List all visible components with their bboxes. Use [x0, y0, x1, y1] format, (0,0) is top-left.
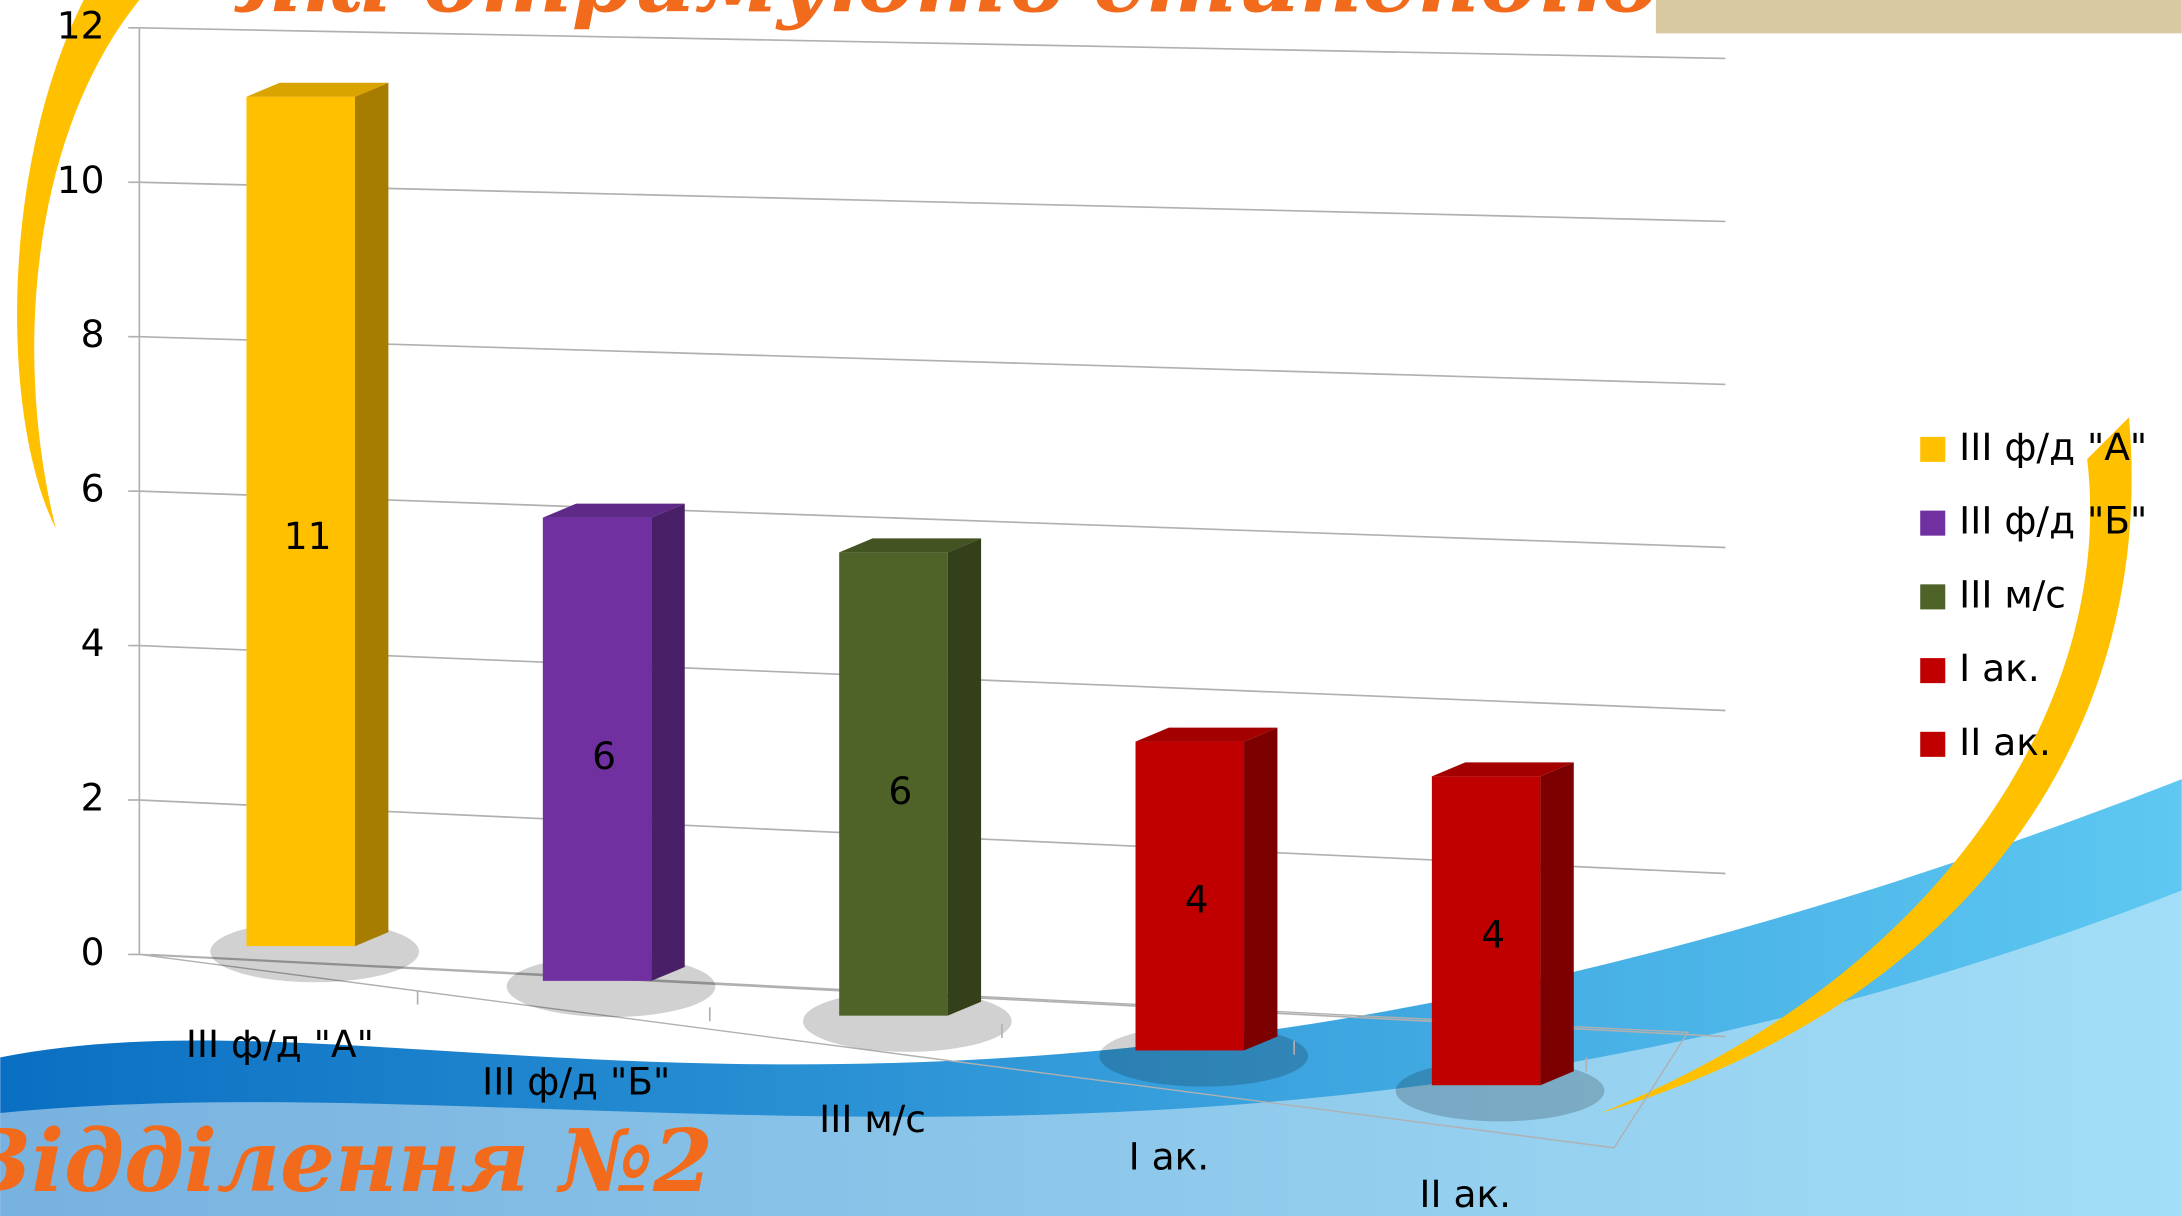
swoosh-yellow	[1600, 417, 2132, 1114]
legend-swatch	[1920, 436, 1946, 462]
value-label: 4	[1481, 912, 1505, 956]
x-tick-label: III м/с	[819, 1097, 926, 1141]
y-tick-label: 0	[81, 930, 105, 974]
bar-top	[246, 82, 389, 97]
legend-label: III м/с	[1959, 572, 2066, 616]
grid-line	[139, 181, 1726, 223]
value-label: 6	[888, 769, 912, 813]
footer-title: Відділення №2	[0, 1111, 713, 1212]
bar-front	[246, 96, 355, 947]
photo-fragment	[1655, 0, 2182, 34]
bar-front	[839, 552, 948, 1016]
value-label: 6	[592, 734, 616, 778]
y-tick-label: 10	[57, 158, 105, 202]
y-tick-label: 6	[81, 467, 105, 511]
value-label: 11	[284, 514, 332, 558]
x-tick-label: III ф/д "А"	[186, 1022, 374, 1066]
y-tick-label: 2	[81, 776, 105, 820]
bar	[246, 82, 389, 947]
legend-swatch	[1920, 510, 1946, 536]
bar-top	[542, 503, 685, 518]
bar-front	[1431, 776, 1541, 1086]
bar-top	[1431, 762, 1574, 777]
y-tick-label: 4	[81, 621, 105, 665]
value-label: 4	[1185, 878, 1209, 922]
bar-top	[839, 538, 982, 553]
swoosh-yellow-left	[17, 0, 140, 529]
bar	[1135, 727, 1278, 1051]
bar-side	[947, 538, 982, 1016]
grid-line	[139, 490, 1726, 549]
legend-label: I ак.	[1959, 646, 2040, 690]
legend-label: III ф/д "А"	[1959, 425, 2147, 469]
x-tick-label: I ак.	[1129, 1134, 1210, 1178]
legend-swatch	[1920, 584, 1946, 610]
grid-line	[139, 335, 1726, 386]
bar	[1431, 762, 1574, 1086]
swoosh-light	[0, 890, 2182, 1216]
chart-title: які отримують стипендію	[233, 0, 1659, 32]
bar-front	[1135, 741, 1245, 1051]
legend-label: III ф/д "Б"	[1959, 499, 2147, 543]
y-tick-label: 12	[57, 3, 105, 47]
bar-side	[1244, 727, 1278, 1051]
bar-side	[355, 82, 389, 947]
legend-label: II ак.	[1959, 720, 2051, 764]
y-tick-label: 8	[81, 312, 105, 356]
legend-swatch	[1920, 731, 1946, 757]
bar-side	[1540, 762, 1574, 1086]
grid-line	[139, 26, 1726, 60]
bar-front	[542, 517, 652, 981]
x-tick-label: II ак.	[1419, 1172, 1511, 1216]
bar-side	[651, 503, 685, 981]
plot: 0 2 4 6 8 10 12 11 III ф/д "А" 6 III ф/д "Б" 6 III м…	[57, 3, 2147, 1216]
bar	[542, 503, 685, 981]
bar	[839, 538, 982, 1016]
bar-top	[1135, 727, 1278, 742]
legend-swatch	[1920, 658, 1946, 684]
x-tick-label: III ф/д "Б"	[482, 1059, 670, 1103]
